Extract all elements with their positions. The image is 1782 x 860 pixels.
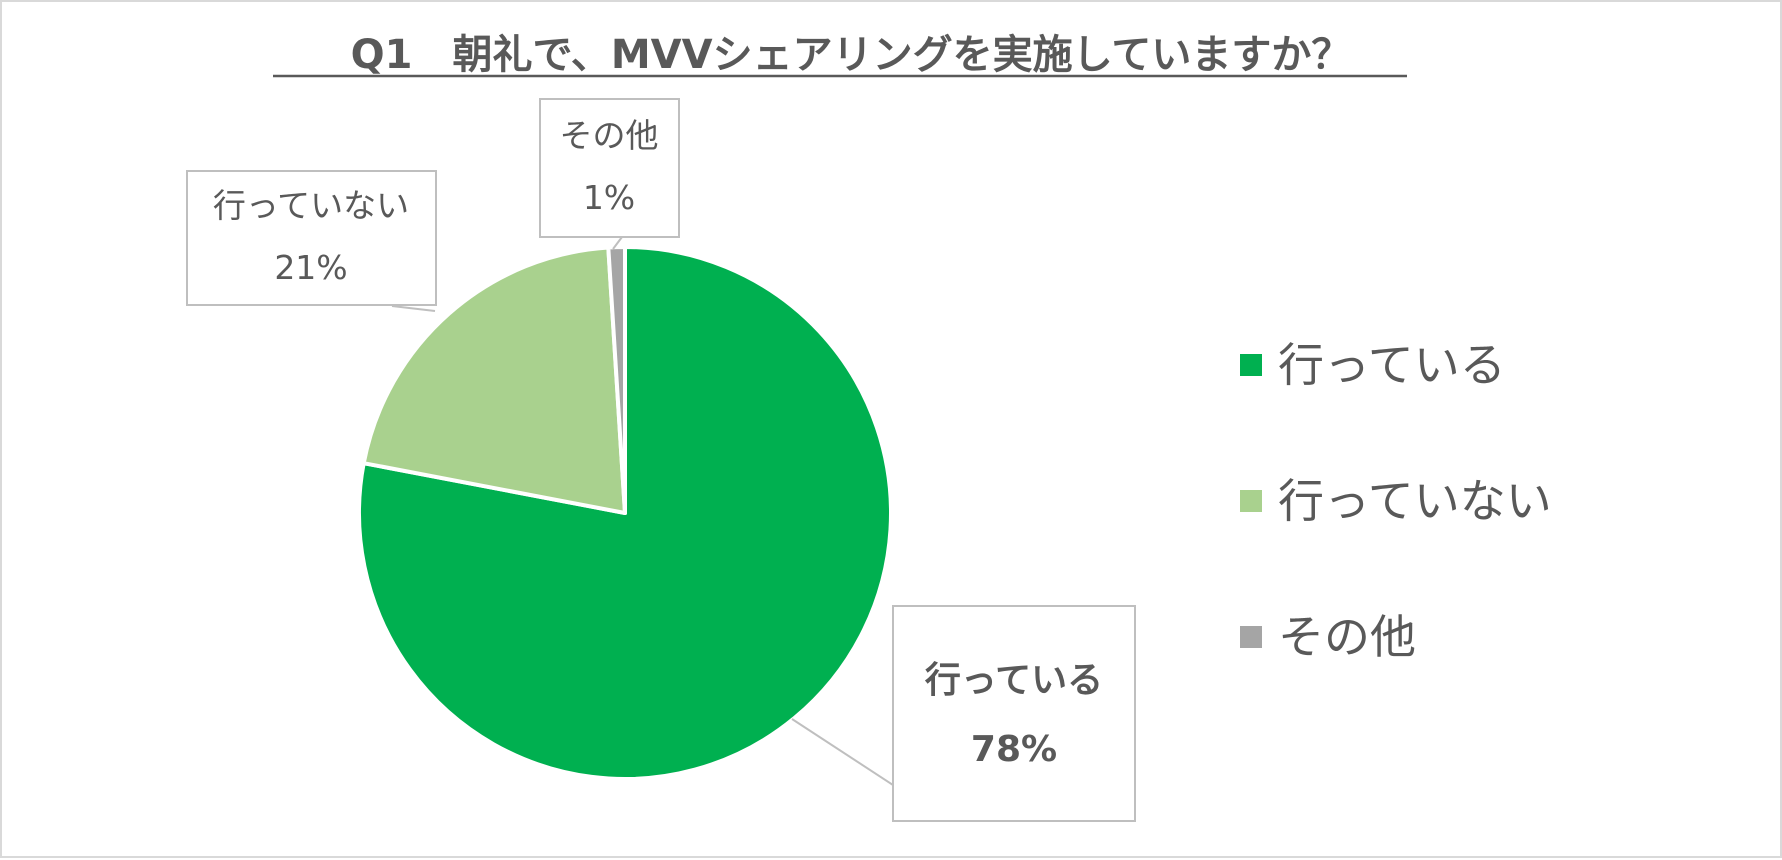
callout-category-0: 行っている: [925, 660, 1103, 701]
callout-1: 行っていない 21%: [186, 170, 437, 306]
callout-category-2: その他: [560, 116, 659, 155]
legend-item-1: 行っていない: [1240, 474, 1552, 528]
pie-slices: [357, 244, 893, 781]
callout-leader-lines: [391, 236, 894, 786]
callout-value-0: 78%: [971, 729, 1057, 770]
callout-value-2: 1%: [583, 178, 635, 217]
callout-box-1: [186, 170, 437, 306]
leader-line-0: [791, 718, 894, 786]
callout-value-1: 21%: [274, 248, 347, 287]
leader-line-2: [612, 236, 623, 250]
legend-label-1: 行っていない: [1278, 474, 1552, 528]
legend-item-2: その他: [1240, 610, 1416, 664]
legend-label-0: 行っている: [1278, 338, 1506, 392]
callout-box-0: [892, 605, 1136, 822]
leader-line-1: [391, 305, 436, 312]
callout-box-2: [539, 98, 680, 238]
legend-swatch-2: [1240, 626, 1262, 648]
callout-0: 行っている 78%: [892, 605, 1136, 822]
legend-label-2: その他: [1278, 610, 1416, 664]
legend: 行っている 行っていない その他: [1240, 338, 1552, 664]
legend-swatch-0: [1240, 354, 1262, 376]
legend-swatch-1: [1240, 490, 1262, 512]
legend-item-0: 行っている: [1240, 338, 1506, 392]
chart-title: Q1 朝礼で、MVVシェアリングを実施していますか？: [351, 32, 1352, 78]
pie-slice-1: [361, 245, 627, 515]
pie-slice-2: [606, 244, 627, 515]
callout-2: その他 1%: [539, 98, 680, 238]
callout-category-1: 行っていない: [213, 186, 409, 225]
